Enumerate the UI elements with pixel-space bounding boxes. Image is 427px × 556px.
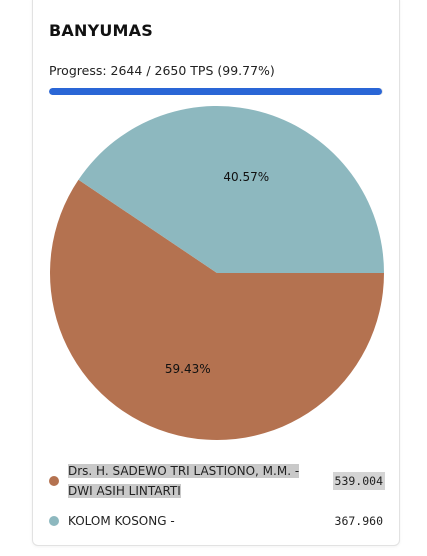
- legend-value: 539.004: [332, 472, 385, 490]
- legend-item-kolom-kosong[interactable]: KOLOM KOSONG - 367.960: [49, 511, 385, 531]
- legend-color-dot: [49, 476, 59, 486]
- legend-color-dot: [49, 516, 59, 526]
- vote-pie-chart: 59.43% 40.57%: [49, 106, 384, 440]
- legend-value: 367.960: [334, 514, 383, 528]
- result-card: BANYUMAS Progress: 2644 / 2650 TPS (99.7…: [32, 0, 400, 546]
- pie-slice-kolom-kosong[interactable]: [78, 106, 384, 274]
- legend-name-line1: Drs. H. SADEWO TRI LASTIONO, M.M. -: [68, 464, 300, 478]
- pie-label-candidate: 59.43%: [165, 362, 211, 376]
- pie-label-kolom-kosong: 40.57%: [223, 170, 269, 184]
- progress-bar: [49, 88, 383, 95]
- pie-slice-candidate[interactable]: [49, 179, 384, 440]
- legend-item-candidate[interactable]: Drs. H. SADEWO TRI LASTIONO, M.M. - DWI …: [49, 461, 385, 501]
- legend-name-line1: KOLOM KOSONG -: [68, 514, 175, 528]
- legend-name-line2: DWI ASIH LINTARTI: [68, 484, 181, 498]
- legend-name: Drs. H. SADEWO TRI LASTIONO, M.M. - DWI …: [68, 461, 333, 501]
- legend-name: KOLOM KOSONG -: [68, 511, 333, 531]
- region-title: BANYUMAS: [49, 21, 153, 40]
- progress-label: Progress: 2644 / 2650 TPS (99.77%): [49, 63, 275, 78]
- progress-bar-fill: [49, 88, 383, 95]
